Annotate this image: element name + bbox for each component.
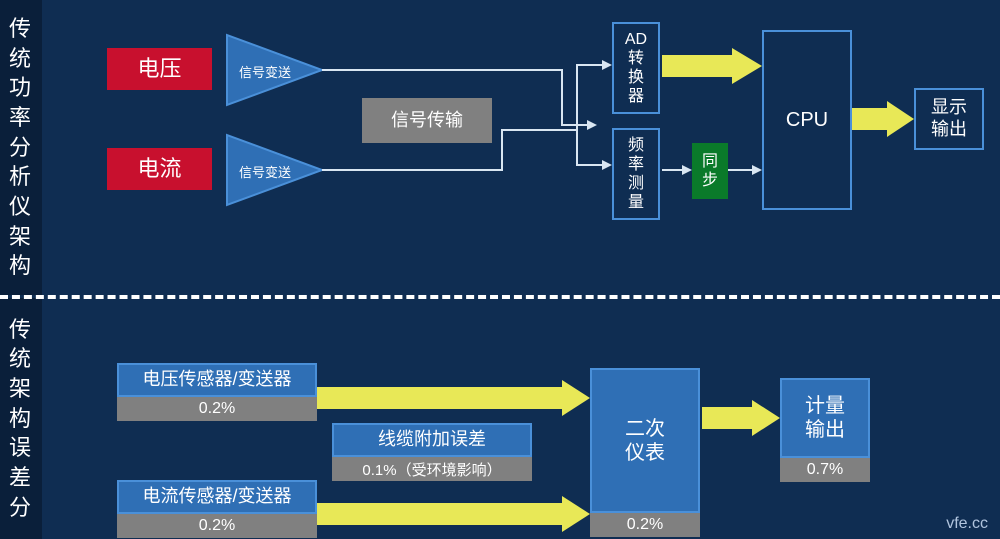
node-out-label: 计量输出 bbox=[805, 394, 845, 442]
node-isensor: 电流传感器/变送器 bbox=[117, 480, 317, 514]
sidebar-bottom-text: 传统架构误差分 bbox=[9, 315, 33, 523]
pct-meter: 0.2% bbox=[590, 513, 700, 537]
bottom-diagram: 电压传感器/变送器 0.2% 电流传感器/变送器 0.2% 线缆附加误差 0.1… bbox=[42, 298, 1000, 539]
node-freq-label: 频率测量 bbox=[628, 136, 644, 213]
node-cable-label: 线缆附加误差 bbox=[378, 429, 486, 451]
node-sync-label: 同步 bbox=[702, 152, 718, 190]
label-voltage-amp: 信号变送 bbox=[239, 62, 291, 81]
sidebar-top-title: 传统功率分析仪架构 bbox=[0, 0, 42, 295]
node-voltage: 电压 bbox=[107, 48, 212, 90]
node-cpu: CPU bbox=[762, 30, 852, 210]
watermark: vfe.cc bbox=[946, 515, 988, 533]
node-voltage-label: 电压 bbox=[137, 56, 181, 82]
node-vsensor: 电压传感器/变送器 bbox=[117, 363, 317, 397]
node-vsensor-label: 电压传感器/变送器 bbox=[142, 369, 291, 391]
node-output: 显示输出 bbox=[914, 88, 984, 150]
node-meter: 二次仪表 bbox=[590, 368, 700, 513]
sidebar-top-text: 传统功率分析仪架构 bbox=[9, 14, 33, 281]
node-output-label: 显示输出 bbox=[931, 97, 967, 140]
pct-isensor: 0.2% bbox=[117, 514, 317, 538]
node-cable: 线缆附加误差 bbox=[332, 423, 532, 457]
node-cpu-label: CPU bbox=[786, 108, 828, 132]
node-freq: 频率测量 bbox=[612, 128, 660, 220]
node-transmit: 信号传输 bbox=[362, 98, 492, 143]
pct-cable: 0.1%（受环境影响） bbox=[332, 457, 532, 481]
node-meter-label: 二次仪表 bbox=[625, 417, 665, 465]
node-current-label: 电流 bbox=[137, 156, 181, 182]
sidebar-bottom-title: 传统架构误差分 bbox=[0, 298, 42, 539]
node-adc-label: AD转换器 bbox=[625, 30, 647, 107]
node-adc: AD转换器 bbox=[612, 22, 660, 114]
label-current-amp: 信号变送 bbox=[239, 162, 291, 181]
node-transmit-label: 信号传输 bbox=[391, 110, 463, 132]
node-current: 电流 bbox=[107, 148, 212, 190]
node-isensor-label: 电流传感器/变送器 bbox=[142, 486, 291, 508]
top-diagram: 电压 信号变送 电流 信号变送 信号传输 AD转换器 频率测量 同步 CPU 显… bbox=[42, 0, 1000, 295]
node-sync: 同步 bbox=[692, 143, 728, 199]
pct-out: 0.7% bbox=[780, 458, 870, 482]
node-out: 计量输出 bbox=[780, 378, 870, 458]
pct-vsensor: 0.2% bbox=[117, 397, 317, 421]
